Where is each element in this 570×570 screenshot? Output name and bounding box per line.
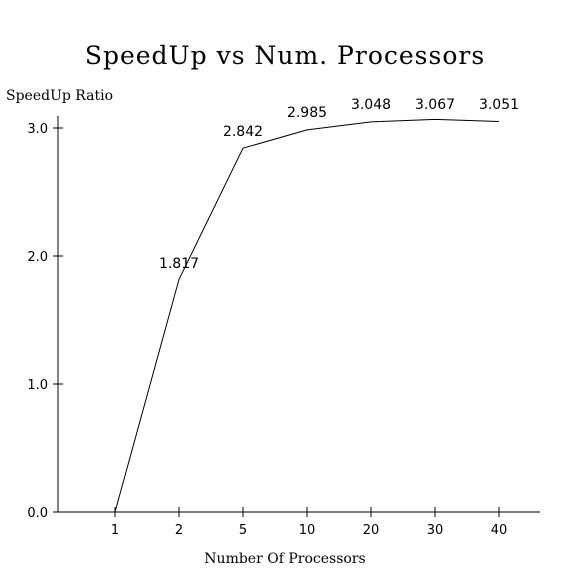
y-axis-label: SpeedUp Ratio: [6, 88, 113, 104]
x-axis-label: Number Of Processors: [204, 551, 365, 567]
x-axis-ticks: 1 2 5 10 20 30 40: [111, 507, 507, 538]
series-group: [114, 118, 500, 513]
data-label: 2.842: [223, 124, 263, 140]
data-label: 1.817: [159, 256, 199, 272]
data-labels-group: 1.817 2.842 2.985 3.048 3.067 3.051: [159, 97, 519, 272]
y-tick-label: 0.0: [27, 506, 48, 521]
y-tick-label: 3.0: [27, 122, 48, 137]
data-label: 3.048: [351, 97, 391, 113]
data-label: 3.067: [415, 97, 455, 113]
chart-title: SpeedUp vs Num. Processors: [85, 41, 485, 70]
series-line: [114, 118, 500, 513]
y-tick-label: 2.0: [27, 250, 48, 265]
data-label: 3.051: [479, 97, 519, 113]
data-label: 2.985: [287, 105, 327, 121]
x-tick-label: 40: [491, 523, 508, 538]
x-tick-label: 1: [111, 523, 119, 538]
x-tick-label: 5: [239, 523, 247, 538]
x-tick-label: 10: [299, 523, 316, 538]
x-tick-label: 30: [427, 523, 444, 538]
y-axis-ticks: 0.0 1.0 2.0 3.0: [27, 122, 63, 521]
x-tick-label: 20: [363, 523, 380, 538]
y-tick-label: 1.0: [27, 378, 48, 393]
x-tick-label: 2: [175, 523, 183, 538]
